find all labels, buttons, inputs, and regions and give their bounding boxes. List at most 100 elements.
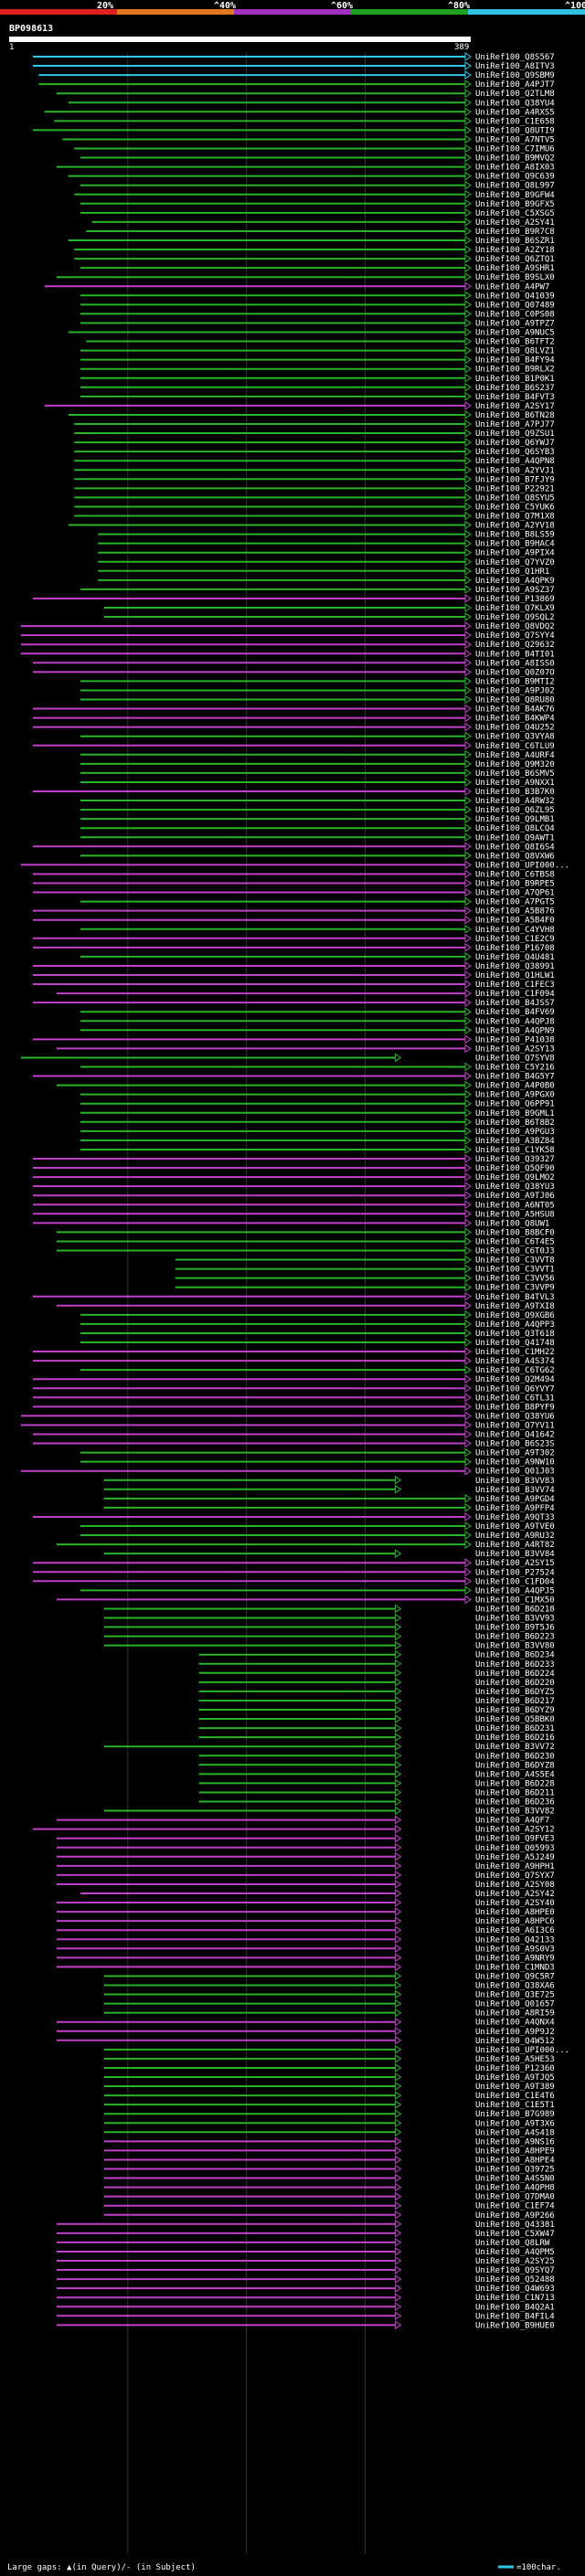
hit-label[interactable]: UniRef100_C3VVT1 <box>475 1266 555 1275</box>
hit-label[interactable]: UniRef100_C1MH22 <box>475 1348 555 1357</box>
hit-label[interactable]: UniRef100_A4QPN9 <box>475 1026 555 1035</box>
hit-label[interactable]: UniRef100_C1FEC3 <box>475 981 555 990</box>
hit-label[interactable]: UniRef100_A9NRY9 <box>475 1954 555 1963</box>
hit-label[interactable]: UniRef100_A2SY17 <box>475 402 555 411</box>
hit-label[interactable]: UniRef100_A3BZ84 <box>475 1137 555 1146</box>
hit-label[interactable]: UniRef100_Q3E725 <box>475 1991 555 2000</box>
hit-label[interactable]: UniRef100_Q7KLX9 <box>475 604 555 613</box>
hit-label[interactable]: UniRef100_B6SZR1 <box>475 237 555 246</box>
hit-label[interactable]: UniRef100_Q8LVZ1 <box>475 347 555 356</box>
hit-label[interactable]: UniRef100_B9R7C8 <box>475 228 555 237</box>
hit-label[interactable]: UniRef100_C5YUK6 <box>475 503 555 512</box>
hit-label[interactable]: UniRef100_Q29632 <box>475 641 555 650</box>
hit-label[interactable]: UniRef100_B3VV93 <box>475 1615 555 1624</box>
hit-label[interactable]: UniRef100_Q8LCQ4 <box>475 824 555 833</box>
hit-label[interactable]: UniRef100_A2SY13 <box>475 1044 555 1054</box>
hit-label[interactable]: UniRef100_A8HPE9 <box>475 2147 555 2156</box>
hit-label[interactable]: UniRef100_A4PJT7 <box>475 80 555 90</box>
hit-label[interactable]: UniRef100_B8LS59 <box>475 531 555 540</box>
hit-label[interactable]: UniRef100_A6I3C6 <box>475 1926 555 1935</box>
hit-label[interactable]: UniRef100_Q38YU3 <box>475 1182 555 1192</box>
hit-label[interactable]: UniRef100_C1EF74 <box>475 2202 555 2211</box>
hit-label[interactable]: UniRef100_B4FV69 <box>475 1008 555 1017</box>
hit-label[interactable]: UniRef100_Q07489 <box>475 301 555 310</box>
hit-label[interactable]: UniRef100_Q7SYY4 <box>475 631 555 641</box>
hit-label[interactable]: UniRef100_A5J249 <box>475 1853 555 1862</box>
hit-label[interactable]: UniRef100_B6DYZ5 <box>475 1688 555 1697</box>
hit-label[interactable]: UniRef100_C6TLU9 <box>475 742 555 751</box>
hit-label[interactable]: UniRef100_A4RXS5 <box>475 108 555 117</box>
hit-label[interactable]: UniRef100_A8ISS0 <box>475 659 555 668</box>
hit-label[interactable]: UniRef100_B9T5J6 <box>475 1624 555 1633</box>
hit-label[interactable]: UniRef100_B1P0K1 <box>475 375 555 384</box>
hit-label[interactable]: UniRef100_A4QPJ5 <box>475 1586 555 1595</box>
hit-label[interactable]: UniRef100_C1E5T1 <box>475 2101 555 2110</box>
hit-label[interactable]: UniRef100_Q6YWJ7 <box>475 439 555 448</box>
hit-label[interactable]: UniRef100_C5XW47 <box>475 2230 555 2239</box>
hit-label[interactable]: UniRef100_P16708 <box>475 944 555 953</box>
hit-label[interactable]: UniRef100_Q41642 <box>475 1431 555 1440</box>
hit-label[interactable]: UniRef100_A8IX03 <box>475 164 555 173</box>
hit-label[interactable]: UniRef100_Q5QF90 <box>475 1164 555 1173</box>
hit-label[interactable]: UniRef100_A9TJQ5 <box>475 2073 555 2083</box>
hit-label[interactable]: UniRef100_A9QT33 <box>475 1513 555 1522</box>
hit-label[interactable]: UniRef100_Q9XGB6 <box>475 1311 555 1320</box>
hit-label[interactable]: UniRef100_B3VV84 <box>475 1550 555 1559</box>
hit-label[interactable]: UniRef100_A9PFP4 <box>475 1504 555 1513</box>
hit-label[interactable]: UniRef100_A9PGD4 <box>475 1495 555 1504</box>
hit-label[interactable]: UniRef100_A9T3X6 <box>475 2119 555 2128</box>
hit-label[interactable]: UniRef100_A2SY41 <box>475 218 555 228</box>
hit-label[interactable]: UniRef100_UPI000... <box>475 861 569 870</box>
hit-label[interactable]: UniRef100_B8PYF9 <box>475 1403 555 1412</box>
hit-label[interactable]: UniRef100_A4PW7 <box>475 282 549 292</box>
hit-label[interactable]: UniRef100_A4RT82 <box>475 1541 555 1550</box>
hit-label[interactable]: UniRef100_B9GFX5 <box>475 200 555 209</box>
hit-label[interactable]: UniRef100_Q52488 <box>475 2275 555 2284</box>
hit-label[interactable]: UniRef100_B4FIL4 <box>475 2312 555 2321</box>
hit-label[interactable]: UniRef100_Q1HR1 <box>475 567 549 577</box>
hit-label[interactable]: UniRef100_Q8RU80 <box>475 696 555 705</box>
hit-label[interactable]: UniRef100_A2ZY18 <box>475 246 555 255</box>
hit-label[interactable]: UniRef100_A9PGU3 <box>475 1128 555 1137</box>
hit-label[interactable]: UniRef100_B6D233 <box>475 1660 555 1670</box>
hit-label[interactable]: UniRef100_A2SY40 <box>475 1899 555 1908</box>
hit-label[interactable]: UniRef100_A9NUC5 <box>475 329 555 338</box>
hit-label[interactable]: UniRef100_B6D236 <box>475 1798 555 1807</box>
hit-label[interactable]: UniRef100_A8HPE0 <box>475 1908 555 1917</box>
hit-label[interactable]: UniRef100_A9TXI8 <box>475 1302 555 1311</box>
hit-label[interactable]: UniRef100_B3VV83 <box>475 1477 555 1486</box>
hit-label[interactable]: UniRef100_Q1HLW1 <box>475 971 555 981</box>
hit-label[interactable]: UniRef100_Q3VYA8 <box>475 733 555 742</box>
hit-label[interactable]: UniRef100_Q4W693 <box>475 2284 555 2294</box>
hit-label[interactable]: UniRef100_B9MTI2 <box>475 677 555 686</box>
hit-label[interactable]: UniRef100_B6DYZ9 <box>475 1706 555 1715</box>
hit-label[interactable]: UniRef100_B7FJY9 <box>475 475 555 484</box>
hit-label[interactable]: UniRef100_C0PS08 <box>475 310 555 319</box>
hit-label[interactable]: UniRef100_A4S374 <box>475 1357 555 1366</box>
hit-label[interactable]: UniRef100_C1MND3 <box>475 1963 555 1972</box>
hit-label[interactable]: UniRef100_C5XSG5 <box>475 209 555 218</box>
hit-label[interactable]: UniRef100_A9HPH1 <box>475 1862 555 1871</box>
hit-label[interactable]: UniRef100_A2SY42 <box>475 1890 555 1899</box>
hit-label[interactable]: UniRef100_B4FY94 <box>475 356 555 366</box>
hit-label[interactable]: UniRef100_Q7SYX7 <box>475 1871 555 1881</box>
hit-label[interactable]: UniRef100_A5B4F0 <box>475 917 555 926</box>
hit-label[interactable]: UniRef100_A4P0B0 <box>475 1082 555 1091</box>
hit-label[interactable]: UniRef100_Q8S567 <box>475 53 555 62</box>
hit-label[interactable]: UniRef100_A9T302 <box>475 1449 555 1458</box>
hit-label[interactable]: UniRef100_Q9AWT1 <box>475 833 555 843</box>
hit-label[interactable]: UniRef100_Q38YU4 <box>475 99 555 108</box>
hit-label[interactable]: UniRef100_A4S5E4 <box>475 1770 555 1779</box>
hit-label[interactable]: UniRef100_Q8L997 <box>475 182 555 191</box>
hit-label[interactable]: UniRef100_A9TVE0 <box>475 1522 555 1532</box>
hit-label[interactable]: UniRef100_Q9M320 <box>475 760 555 769</box>
hit-label[interactable]: UniRef100_Q9C639 <box>475 173 555 182</box>
hit-label[interactable]: UniRef100_Q7DMA0 <box>475 2193 555 2202</box>
hit-label[interactable]: UniRef100_Q9SYQ7 <box>475 2266 555 2275</box>
hit-label[interactable]: UniRef100_B6DYZ8 <box>475 1761 555 1770</box>
hit-label[interactable]: UniRef100_B4KWP4 <box>475 715 555 724</box>
hit-label[interactable]: UniRef100_C1E4T6 <box>475 2092 555 2101</box>
hit-label[interactable]: UniRef100_Q8LRW <box>475 2239 550 2248</box>
hit-label[interactable]: UniRef100_A9PIX4 <box>475 549 555 558</box>
hit-label[interactable]: UniRef100_B9HAC4 <box>475 540 555 549</box>
